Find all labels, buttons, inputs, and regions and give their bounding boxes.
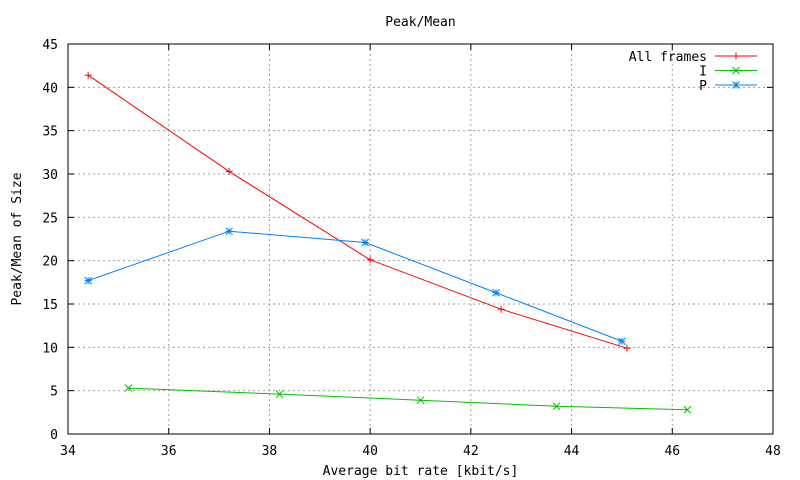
y-tick-label: 15 (42, 298, 58, 313)
series-p (84, 227, 626, 346)
series-all-frames (84, 71, 631, 352)
data-point (623, 344, 631, 352)
y-tick-label: 45 (42, 38, 58, 53)
legend-marker (732, 81, 740, 89)
data-point (552, 402, 561, 411)
data-point (225, 167, 233, 175)
x-tick-label: 48 (765, 444, 781, 459)
y-tick-label: 40 (42, 81, 58, 96)
series-line (87, 230, 623, 342)
legend-marker (732, 66, 740, 75)
data-point (497, 305, 505, 313)
data-point (618, 337, 626, 346)
series-i (124, 384, 692, 414)
data-point (361, 238, 369, 247)
y-axis-label: Peak/Mean of Size (10, 172, 25, 305)
legend-sample (715, 66, 757, 75)
legend-sample (715, 81, 757, 89)
y-tick-label: 0 (50, 428, 58, 443)
data-point (124, 384, 133, 392)
y-tick-label: 10 (42, 341, 58, 356)
chart-title: Peak/Mean (385, 15, 455, 30)
x-tick-label: 38 (262, 444, 278, 459)
data-point (275, 390, 284, 398)
legend-label: All frames (629, 50, 707, 65)
series-layer (84, 71, 692, 414)
y-tick-label: 5 (50, 385, 58, 400)
data-point (84, 276, 92, 285)
x-tick-label: 44 (564, 444, 580, 459)
data-point (492, 288, 500, 297)
grid-lines (68, 44, 773, 434)
x-tick-label: 46 (664, 444, 680, 459)
x-tick-label: 34 (60, 444, 76, 459)
axis-ticks: 34 36 38 40 42 44 46 48 0 5 10 15 20 25 30 35 40 45 (42, 38, 780, 459)
legend-sample (715, 52, 757, 60)
x-axis-label: Average bit rate [kbit/s] (323, 464, 519, 479)
data-point (366, 256, 374, 264)
legend-label: I (699, 65, 707, 80)
series-line (87, 74, 628, 349)
x-tick-label: 42 (463, 444, 479, 459)
x-tick-label: 36 (161, 444, 177, 459)
y-tick-label: 30 (42, 168, 58, 183)
x-tick-label: 40 (362, 444, 378, 459)
y-tick-label: 25 (42, 211, 58, 226)
legend-marker (732, 52, 740, 60)
legend-label: P (699, 79, 707, 94)
data-point (84, 71, 92, 79)
data-point (683, 405, 692, 414)
series-line (128, 387, 688, 411)
plot-frame (67, 43, 774, 435)
y-tick-label: 20 (42, 255, 58, 270)
data-point (416, 396, 425, 405)
data-point (225, 227, 233, 236)
y-tick-label: 35 (42, 125, 58, 140)
